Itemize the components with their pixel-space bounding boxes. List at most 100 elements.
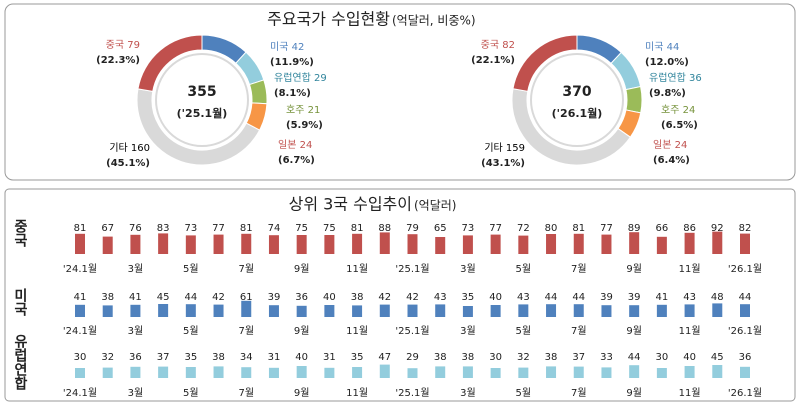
value-label: 38 (434, 352, 447, 363)
x-tick-label: '24.1월 (63, 387, 97, 399)
bar (352, 367, 363, 378)
segment-name: 기타 (484, 142, 502, 154)
segment-value: 160 (131, 143, 150, 154)
value-label: 39 (268, 292, 281, 303)
x-tick-label: '26.1월 (728, 325, 762, 337)
segment-value: 44 (667, 42, 680, 53)
value-label: 65 (434, 223, 447, 234)
bar (656, 236, 667, 254)
value-label: 77 (600, 223, 613, 234)
bar (75, 368, 85, 378)
bar (656, 368, 667, 378)
bar (241, 233, 252, 254)
value-label: 32 (101, 352, 114, 363)
segment-share: (6.4%) (653, 155, 690, 166)
x-tick-label: 3월 (460, 325, 476, 337)
donut-segment (625, 85, 643, 114)
segment-share: (22.3%) (96, 55, 140, 66)
value-label: 37 (572, 352, 585, 363)
bar (213, 234, 224, 254)
top-panel (4, 3, 796, 181)
value-label: 81 (351, 223, 364, 234)
value-label: 30 (74, 352, 87, 363)
value-label: 66 (656, 223, 669, 234)
segment-name: 호주 (286, 104, 304, 116)
bar (379, 304, 390, 317)
bar (352, 233, 363, 254)
top-unit: (억달러, 비중%) (392, 14, 476, 28)
value-label: 79 (406, 223, 419, 234)
value-label: 38 (351, 292, 364, 303)
segment-value: 36 (689, 73, 702, 84)
segment-value: 82 (502, 40, 515, 51)
bar (241, 367, 252, 378)
bar (213, 366, 224, 378)
segment-share: (6.5%) (661, 120, 698, 131)
x-tick-label: 9월 (626, 387, 642, 399)
value-label: 41 (74, 292, 87, 303)
x-tick-label: 7월 (238, 263, 254, 275)
segment-value: 29 (314, 73, 327, 84)
segment-label: 일본 24 (653, 139, 687, 151)
bar (158, 233, 169, 254)
x-tick-label: '25.1월 (395, 387, 429, 399)
value-label: 74 (268, 223, 281, 234)
value-label: 39 (600, 292, 613, 303)
value-label: 48 (711, 292, 724, 303)
bar (573, 366, 584, 378)
segment-share: (6.7%) (278, 155, 315, 166)
bar (490, 305, 501, 317)
value-label: 43 (683, 292, 696, 303)
x-tick-label: 9월 (294, 325, 310, 337)
value-label: 37 (157, 352, 170, 363)
bar (102, 367, 113, 378)
value-label: 31 (268, 352, 281, 363)
segment-label: 중국 82 (481, 39, 515, 51)
bar (656, 304, 667, 317)
value-label: 35 (184, 352, 197, 363)
bar (740, 233, 750, 254)
bar (546, 366, 557, 378)
x-tick-label: 5월 (183, 325, 199, 337)
value-label: 44 (572, 292, 585, 303)
bar (102, 305, 113, 317)
value-label: 72 (517, 223, 530, 234)
segment-value: 24 (300, 140, 313, 151)
bar (102, 236, 113, 254)
segment-label: 일본 24 (278, 139, 312, 151)
value-label: 44 (545, 292, 558, 303)
bar (296, 235, 307, 254)
x-tick-label: 11월 (679, 263, 701, 275)
x-tick-label: 5월 (516, 387, 532, 399)
bar (490, 368, 501, 378)
bar (324, 305, 335, 317)
x-tick-label: 5월 (183, 263, 199, 275)
x-tick-label: 3월 (128, 263, 144, 275)
bottom-panel (4, 188, 796, 402)
value-label: 83 (157, 223, 170, 234)
x-tick-label: '24.1월 (63, 263, 97, 275)
value-label: 81 (240, 223, 253, 234)
segment-name: 일본 (278, 139, 296, 151)
value-label: 42 (212, 292, 225, 303)
bar (435, 304, 446, 317)
value-label: 30 (489, 352, 502, 363)
x-tick-label: 5월 (183, 387, 199, 399)
value-label: 76 (129, 223, 142, 234)
bar (629, 305, 640, 317)
bar (296, 305, 307, 317)
bar (130, 304, 141, 317)
value-label: 35 (351, 352, 364, 363)
x-tick-label: 7월 (238, 325, 254, 337)
value-label: 45 (711, 352, 724, 363)
value-label: 45 (157, 292, 170, 303)
segment-name: 호주 (661, 104, 679, 116)
x-tick-label: 3월 (460, 387, 476, 399)
segment-share: (5.9%) (286, 120, 323, 131)
bar (158, 366, 169, 378)
segment-share: (12.0%) (645, 57, 689, 68)
x-tick-label: 11월 (679, 325, 701, 337)
value-label: 73 (462, 223, 475, 234)
value-label: 61 (240, 292, 253, 303)
